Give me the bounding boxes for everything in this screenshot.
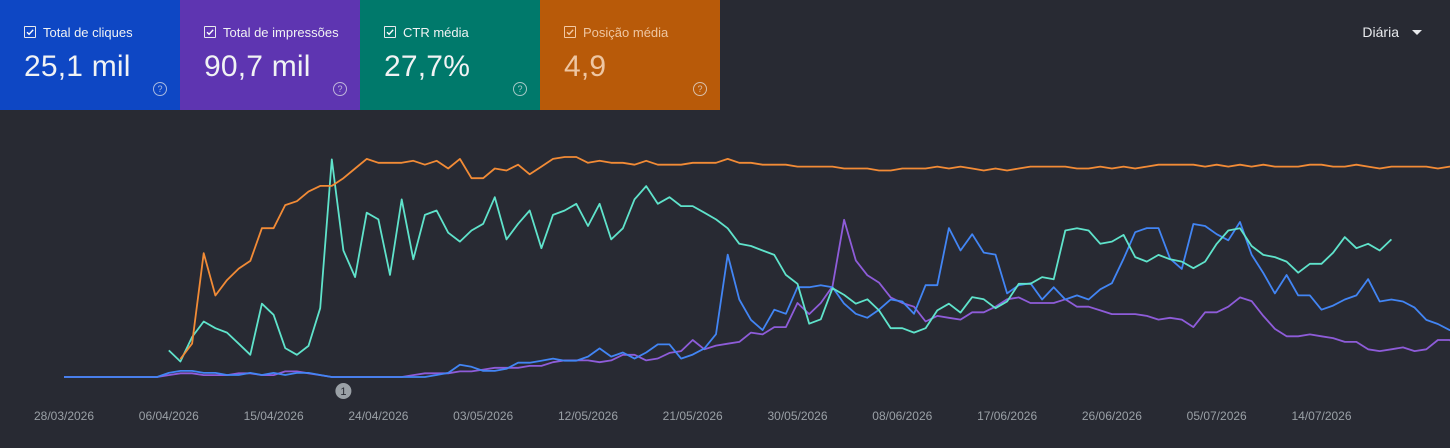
metric-card-position[interactable]: Posição média 4,9 ? (540, 0, 720, 110)
x-tick-label: 30/05/2026 (767, 409, 827, 423)
metric-cards: Total de cliques 25,1 mil ? Total de imp… (0, 0, 720, 110)
x-tick-label: 17/06/2026 (977, 409, 1037, 423)
series-line-4 (179, 156, 1450, 360)
help-icon[interactable]: ? (153, 82, 167, 96)
x-tick-label: 05/07/2026 (1187, 409, 1247, 423)
checkbox-checked-icon[interactable] (204, 26, 216, 38)
x-tick-label: 08/06/2026 (872, 409, 932, 423)
checkbox-checked-icon[interactable] (24, 26, 36, 38)
series-line-1 (64, 221, 1450, 378)
help-icon[interactable]: ? (693, 82, 707, 96)
x-tick-label: 21/05/2026 (663, 409, 723, 423)
period-label: Diária (1362, 24, 1399, 40)
metric-card-clicks[interactable]: Total de cliques 25,1 mil ? (0, 0, 180, 110)
x-tick-label: 06/04/2026 (139, 409, 199, 423)
help-icon[interactable]: ? (333, 82, 347, 96)
annotation-marker[interactable]: 1 (335, 383, 352, 399)
metric-value: 4,9 (564, 50, 607, 83)
metric-card-ctr[interactable]: CTR média 27,7% ? (360, 0, 540, 110)
annotation-label: 1 (340, 386, 346, 398)
checkbox-checked-icon[interactable] (564, 26, 576, 38)
caret-down-icon (1412, 29, 1422, 35)
metric-value: 27,7% (384, 50, 471, 83)
series-line-2 (64, 218, 1450, 378)
x-tick-label: 24/04/2026 (348, 409, 408, 423)
metric-card-impressions[interactable]: Total de impressões 90,7 mil ? (180, 0, 360, 110)
series-line-3 (168, 158, 1393, 363)
x-tick-label: 26/06/2026 (1082, 409, 1142, 423)
x-tick-label: 14/07/2026 (1291, 409, 1351, 423)
x-tick-label: 03/05/2026 (453, 409, 513, 423)
help-icon[interactable]: ? (513, 82, 527, 96)
x-tick-label: 12/05/2026 (558, 409, 618, 423)
x-tick-label: 28/03/2026 (34, 409, 94, 423)
x-tick-label: 15/04/2026 (244, 409, 304, 423)
period-dropdown[interactable]: Diária (1362, 24, 1422, 40)
metric-value: 90,7 mil (204, 50, 311, 83)
metric-value: 25,1 mil (24, 50, 131, 83)
checkbox-checked-icon[interactable] (384, 26, 396, 38)
